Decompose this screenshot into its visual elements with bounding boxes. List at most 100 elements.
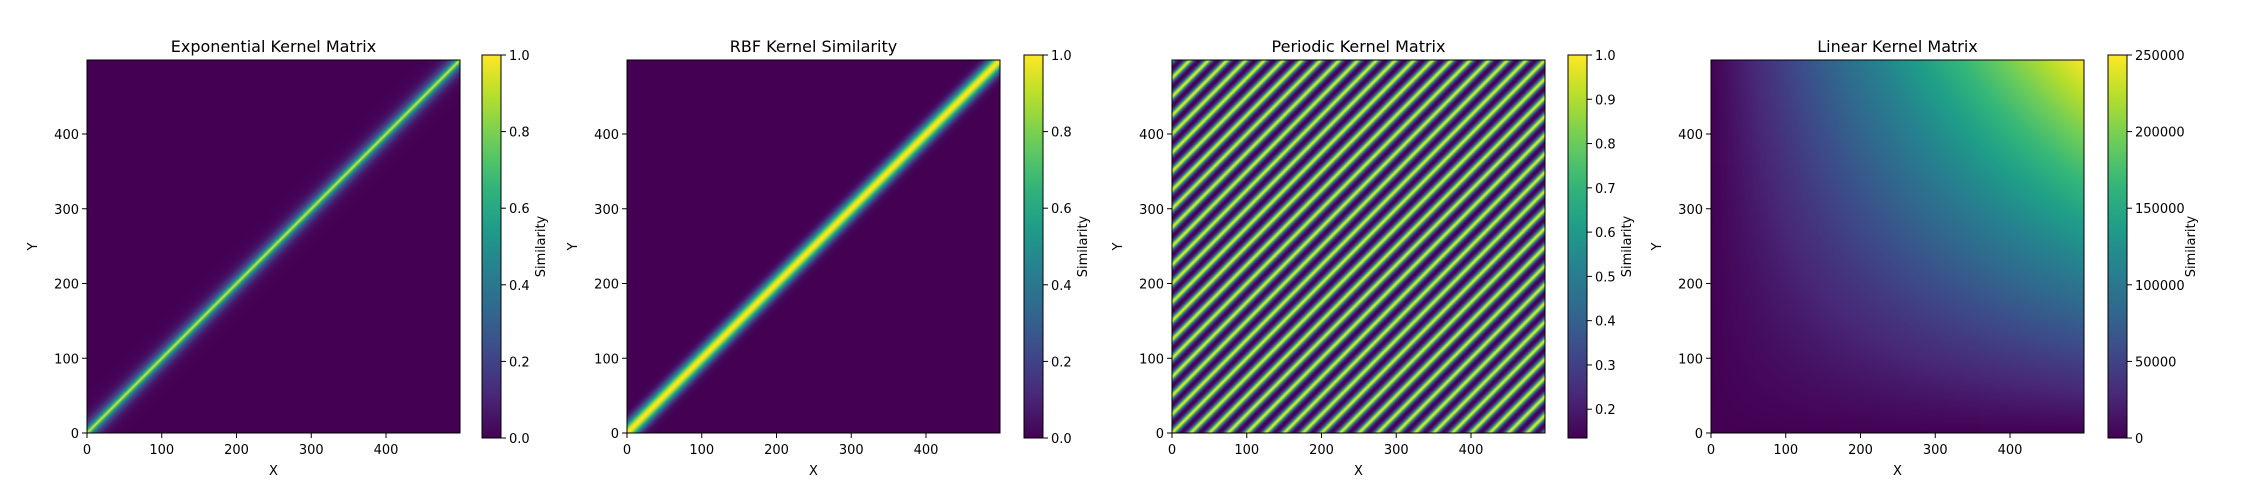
panel-rbf: RBF Kernel Similarity 0 100 200 300 400 0 100 20… xyxy=(566,37,1091,479)
chart-title: RBF Kernel Similarity xyxy=(730,37,897,56)
colorbar-tick-label: 0.8 xyxy=(1051,126,1072,141)
plot-frame xyxy=(86,59,461,434)
y-tick-label: 100 xyxy=(54,352,79,367)
y-tick-label: 400 xyxy=(54,128,79,143)
y-tick-label: 400 xyxy=(1139,128,1164,143)
x-axis-label: X xyxy=(1893,464,1902,479)
colorbar-tick-label: 0.2 xyxy=(509,355,530,370)
x-tick-label: 400 xyxy=(1998,443,2023,458)
colorbar-tick-label: 0.6 xyxy=(509,202,530,217)
x-axis-label: X xyxy=(1354,464,1363,479)
colorbar-tick-label: 200000 xyxy=(2135,126,2185,141)
colorbar-label: Similarity xyxy=(2184,215,2199,277)
colorbar-tick-label: 250000 xyxy=(2135,49,2185,64)
x-tick-label: 300 xyxy=(839,443,864,458)
colorbar-tick-label: 50000 xyxy=(2135,355,2176,370)
colorbar-tick-label: 0.6 xyxy=(1595,226,1616,241)
y-tick-label: 100 xyxy=(594,352,619,367)
y-axis-label: Y xyxy=(1111,242,1126,251)
colorbar xyxy=(2108,55,2127,438)
x-tick-label: 100 xyxy=(1773,443,1798,458)
colorbar-tick-label: 0.2 xyxy=(1051,355,1072,370)
x-axis-label: X xyxy=(809,464,818,479)
colorbar xyxy=(482,55,501,438)
y-tick-label: 0 xyxy=(1156,427,1164,442)
y-axis-label: Y xyxy=(566,242,581,251)
chart-title: Periodic Kernel Matrix xyxy=(1272,37,1446,56)
colorbar-label: Similarity xyxy=(1076,215,1091,277)
y-tick-label: 100 xyxy=(1678,352,1703,367)
x-tick-label: 0 xyxy=(1168,443,1176,458)
x-tick-label: 400 xyxy=(914,443,939,458)
colorbar-tick-label: 1.0 xyxy=(1051,49,1072,64)
colorbar-label: Similarity xyxy=(1620,215,1635,277)
y-axis-label: Y xyxy=(1650,242,1665,251)
x-tick-label: 0 xyxy=(623,443,631,458)
x-tick-label: 300 xyxy=(299,443,324,458)
heatmap-image xyxy=(1711,60,2084,433)
colorbar-frame xyxy=(1567,54,1588,439)
x-tick-label: 100 xyxy=(1234,443,1259,458)
panel-linear: Linear Kernel Matrix 0 100 200 300 400 0 100 200… xyxy=(1650,37,2199,479)
x-tick-label: 400 xyxy=(374,443,399,458)
colorbar-tick-label: 0.2 xyxy=(1595,403,1616,418)
y-tick-label: 300 xyxy=(54,203,79,218)
colorbar-tick-label: 0.3 xyxy=(1595,359,1616,374)
heatmap-image xyxy=(1172,60,1545,433)
y-tick-label: 0 xyxy=(611,427,619,442)
colorbar-tick-label: 150000 xyxy=(2135,202,2185,217)
y-tick-label: 200 xyxy=(1678,278,1703,293)
x-tick-label: 200 xyxy=(1309,443,1334,458)
x-tick-label: 300 xyxy=(1923,443,1948,458)
colorbar-tick-label: 1.0 xyxy=(1595,49,1616,64)
y-tick-label: 100 xyxy=(1139,352,1164,367)
heatmap-image xyxy=(627,60,1000,433)
colorbar-tick-label: 0.9 xyxy=(1595,93,1616,108)
y-axis-label: Y xyxy=(26,242,41,251)
x-axis-label: X xyxy=(269,464,278,479)
chart-title: Linear Kernel Matrix xyxy=(1817,37,1978,56)
x-tick-label: 400 xyxy=(1459,443,1484,458)
colorbar-tick-label: 0.4 xyxy=(1051,279,1072,294)
x-tick-label: 300 xyxy=(1384,443,1409,458)
colorbar-tick-label: 0.8 xyxy=(509,126,530,141)
colorbar-tick-label: 0 xyxy=(2135,432,2143,447)
x-tick-label: 100 xyxy=(689,443,714,458)
y-tick-label: 400 xyxy=(1678,128,1703,143)
colorbar-tick-label: 100000 xyxy=(2135,279,2185,294)
y-tick-label: 0 xyxy=(1695,427,1703,442)
plot-frame xyxy=(626,59,1001,434)
y-tick-label: 200 xyxy=(1139,278,1164,293)
x-tick-label: 0 xyxy=(83,443,91,458)
chart-title: Exponential Kernel Matrix xyxy=(171,37,376,56)
plot-frame xyxy=(1171,59,1546,434)
colorbar-tick-label: 0.8 xyxy=(1595,138,1616,153)
panel-exponential: Exponential Kernel Matrix 0 100 200 300 400 0 1… xyxy=(26,37,549,479)
y-tick-label: 200 xyxy=(594,278,619,293)
colorbar xyxy=(1024,55,1043,438)
colorbar-frame xyxy=(481,54,502,439)
colorbar-tick-label: 0.4 xyxy=(1595,315,1616,330)
colorbar-tick-label: 0.5 xyxy=(1595,270,1616,285)
y-tick-label: 300 xyxy=(1678,203,1703,218)
x-tick-label: 0 xyxy=(1707,443,1715,458)
y-tick-label: 0 xyxy=(71,427,79,442)
plot-frame xyxy=(1710,59,2085,434)
y-tick-label: 300 xyxy=(594,203,619,218)
colorbar-tick-label: 0.0 xyxy=(509,432,530,447)
colorbar-tick-label: 1.0 xyxy=(509,49,530,64)
x-tick-label: 200 xyxy=(764,443,789,458)
y-tick-label: 300 xyxy=(1139,203,1164,218)
x-tick-label: 100 xyxy=(149,443,174,458)
colorbar-tick-label: 0.6 xyxy=(1051,202,1072,217)
x-tick-label: 200 xyxy=(1848,443,1873,458)
x-tick-label: 200 xyxy=(224,443,249,458)
colorbar xyxy=(1568,55,1587,438)
colorbar-tick-label: 0.4 xyxy=(509,279,530,294)
y-tick-label: 200 xyxy=(54,278,79,293)
colorbar-label: Similarity xyxy=(534,215,549,277)
colorbar-tick-label: 0.7 xyxy=(1595,182,1616,197)
colorbar-frame xyxy=(1023,54,1044,439)
colorbar-frame xyxy=(2107,54,2128,439)
